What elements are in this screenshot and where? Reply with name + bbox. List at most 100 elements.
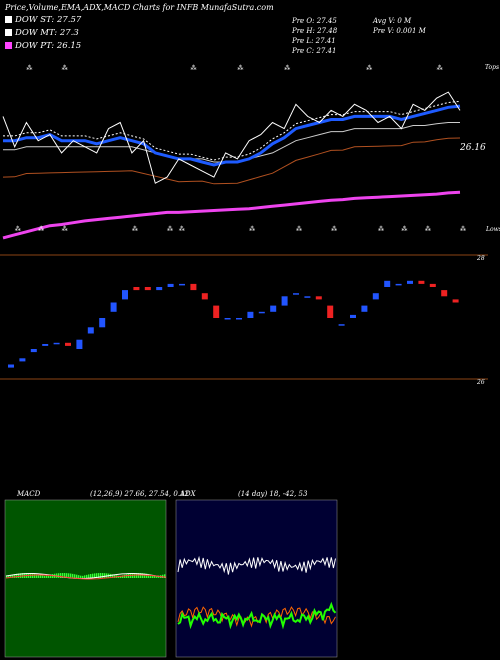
candle bbox=[190, 283, 197, 291]
low-marker: ⁂ bbox=[401, 226, 407, 233]
macd-bar bbox=[84, 575, 86, 578]
low-marker: ⁂ bbox=[179, 226, 185, 233]
macd-bar bbox=[70, 573, 72, 578]
candle bbox=[179, 283, 185, 286]
candle bbox=[19, 358, 26, 362]
candle bbox=[110, 302, 117, 312]
candle bbox=[53, 342, 60, 345]
macd-bar bbox=[64, 573, 66, 578]
candle bbox=[429, 283, 436, 287]
candle bbox=[395, 283, 402, 286]
legend-dow-mt: DOW MT: 27.3 bbox=[5, 28, 79, 39]
macd-bar bbox=[80, 575, 82, 578]
macd-bar bbox=[90, 574, 92, 578]
macd-bar bbox=[74, 574, 76, 578]
macd-bar bbox=[96, 573, 98, 578]
candle-panel bbox=[8, 280, 459, 368]
macd-bar bbox=[156, 575, 158, 578]
macd-bar bbox=[48, 574, 50, 578]
adx-params: (14 day) 18, -42, 53 bbox=[238, 490, 308, 498]
legend-dow-pt: DOW PT: 26.15 bbox=[5, 41, 81, 52]
macd-bar bbox=[88, 574, 90, 578]
candle bbox=[258, 311, 265, 314]
macd-bar bbox=[122, 575, 124, 578]
macd-bar bbox=[82, 575, 84, 578]
macd-bar bbox=[104, 573, 106, 578]
top-marker: ⁂ bbox=[284, 65, 290, 72]
lows-label: Lows bbox=[486, 226, 500, 233]
candle bbox=[30, 349, 37, 353]
candle bbox=[452, 299, 459, 303]
macd-bar bbox=[144, 573, 146, 578]
macd-bar bbox=[36, 574, 38, 578]
macd-bar bbox=[14, 574, 16, 578]
macd-bar bbox=[98, 573, 100, 578]
macd-bar bbox=[154, 575, 156, 578]
macd-bar bbox=[8, 575, 10, 578]
ohlc-open: Pre O: 27.45 bbox=[292, 17, 337, 25]
price-panel: ⁂ ⁂ ⁂ ⁂ ⁂ ⁂ ⁂ ⁂ ⁂ ⁂ ⁂ ⁂ ⁂ ⁂ ⁂ ⁂ ⁂ ⁂ ⁂ ⁂ bbox=[2, 65, 466, 240]
chart-title: Price,Volume,EMA,ADX,MACD Charts for INF… bbox=[5, 3, 274, 12]
macd-bar bbox=[148, 573, 150, 578]
volume-avg: Avg V: 0 M bbox=[373, 17, 412, 25]
low-marker: ⁂ bbox=[167, 226, 173, 233]
candle bbox=[76, 339, 83, 349]
macd-bar bbox=[46, 575, 48, 578]
macd-bar bbox=[146, 573, 148, 578]
macd-bar bbox=[38, 574, 40, 578]
ohlc-low: Pre L: 27.41 bbox=[292, 37, 336, 45]
macd-bar bbox=[72, 573, 74, 578]
low-marker: ⁂ bbox=[249, 226, 255, 233]
macd-bar bbox=[126, 574, 128, 578]
macd-bar bbox=[150, 574, 152, 578]
macd-bar bbox=[16, 573, 18, 578]
macd-bar bbox=[76, 574, 78, 578]
macd-bar bbox=[60, 573, 62, 578]
macd-bar bbox=[18, 573, 20, 578]
low-marker: ⁂ bbox=[425, 226, 431, 233]
candle bbox=[156, 287, 163, 291]
macd-bar bbox=[50, 574, 52, 578]
candle bbox=[167, 283, 174, 287]
adx-di-minus-line bbox=[177, 606, 336, 628]
candle bbox=[87, 327, 94, 334]
candle bbox=[224, 318, 231, 320]
top-marker: ⁂ bbox=[237, 65, 243, 72]
candle bbox=[418, 280, 425, 284]
macd-bar bbox=[6, 576, 8, 578]
adx-di-plus-line bbox=[177, 601, 337, 630]
macd-bar bbox=[142, 573, 144, 578]
low-marker: ⁂ bbox=[132, 226, 138, 233]
candle-level-low: 26 bbox=[477, 379, 485, 386]
legend-dow-mt-label: DOW MT: 27.3 bbox=[15, 28, 79, 38]
legend-dow-pt-label: DOW PT: 26.15 bbox=[15, 41, 82, 51]
candle bbox=[236, 318, 242, 320]
macd-bar bbox=[42, 575, 44, 578]
macd-bar bbox=[120, 575, 122, 578]
adx-label: ADX bbox=[180, 490, 196, 498]
macd-bar bbox=[102, 573, 104, 578]
macd-bar bbox=[34, 573, 36, 578]
ema-mid-line bbox=[3, 100, 461, 161]
macd-bar bbox=[112, 574, 114, 578]
macd-bar bbox=[32, 573, 34, 578]
macd-line bbox=[5, 573, 167, 580]
price-tag: 26.16 bbox=[460, 143, 486, 153]
candle bbox=[304, 296, 311, 298]
candle bbox=[144, 287, 151, 291]
macd-bar bbox=[124, 574, 126, 578]
macd-bar bbox=[152, 574, 154, 578]
macd-bar bbox=[92, 573, 94, 578]
candle-level-high: 28 bbox=[477, 255, 485, 262]
candle bbox=[247, 311, 254, 318]
macd-bar bbox=[20, 573, 22, 578]
candle bbox=[122, 290, 128, 300]
lows-markers: ⁂ ⁂ ⁂ ⁂ ⁂ ⁂ ⁂ ⁂ ⁂ ⁂ ⁂ ⁂ ⁂ bbox=[15, 226, 466, 233]
legend-dow-st-label: DOW ST: 27.57 bbox=[15, 15, 82, 25]
ohlc-close: Pre C: 27.41 bbox=[292, 47, 337, 55]
macd-label: MACD bbox=[17, 490, 41, 498]
low-marker: ⁂ bbox=[296, 226, 302, 233]
candle bbox=[213, 305, 220, 318]
top-marker: ⁂ bbox=[366, 65, 372, 72]
